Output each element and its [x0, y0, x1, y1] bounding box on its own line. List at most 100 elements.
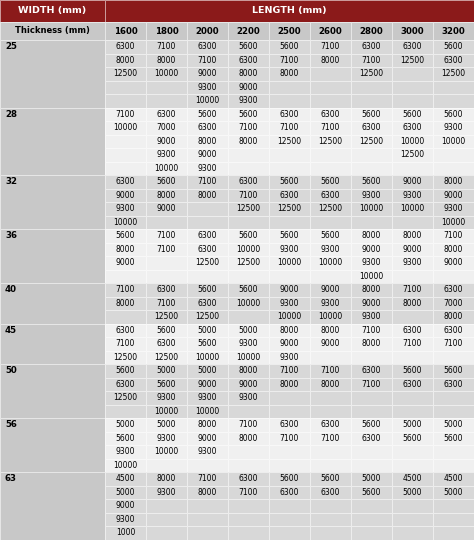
Bar: [105, 337, 146, 350]
Bar: [310, 22, 351, 40]
Text: 9000: 9000: [362, 299, 381, 308]
Bar: [146, 418, 187, 432]
Bar: [228, 418, 269, 432]
Bar: [105, 40, 146, 53]
Bar: [187, 270, 228, 283]
Bar: [146, 472, 187, 486]
Bar: [105, 404, 146, 418]
Bar: [433, 135, 474, 148]
Bar: [269, 350, 310, 364]
Bar: [105, 229, 146, 243]
Text: 5600: 5600: [403, 366, 422, 375]
Bar: [105, 337, 146, 350]
Text: 7100: 7100: [116, 110, 135, 119]
Bar: [433, 404, 474, 418]
Bar: [228, 472, 269, 486]
Bar: [105, 107, 146, 121]
Bar: [351, 270, 392, 283]
Bar: [146, 135, 187, 148]
Bar: [351, 445, 392, 459]
Bar: [187, 283, 228, 296]
Text: 3000: 3000: [401, 26, 424, 36]
Bar: [269, 40, 310, 53]
Text: 5000: 5000: [403, 420, 422, 429]
Bar: [392, 22, 433, 40]
Bar: [433, 391, 474, 404]
Bar: [392, 270, 433, 283]
Bar: [269, 243, 310, 256]
Bar: [392, 337, 433, 350]
Bar: [105, 243, 146, 256]
Bar: [269, 256, 310, 270]
Bar: [392, 67, 433, 80]
Bar: [351, 499, 392, 513]
Bar: [187, 404, 228, 418]
Bar: [146, 350, 187, 364]
Bar: [392, 486, 433, 499]
Bar: [269, 216, 310, 229]
Text: Thickness (mm): Thickness (mm): [15, 26, 90, 36]
Bar: [187, 216, 228, 229]
Text: 9000: 9000: [239, 82, 258, 92]
Bar: [433, 121, 474, 135]
Bar: [392, 310, 433, 323]
Bar: [269, 513, 310, 526]
Bar: [187, 310, 228, 323]
Bar: [187, 148, 228, 162]
Bar: [310, 148, 351, 162]
Text: 5600: 5600: [198, 339, 217, 348]
Bar: [392, 148, 433, 162]
Text: 7100: 7100: [321, 123, 340, 132]
Bar: [310, 526, 351, 540]
Text: 10000: 10000: [113, 461, 137, 470]
Bar: [433, 162, 474, 175]
Bar: [351, 135, 392, 148]
Bar: [392, 432, 433, 445]
Text: 56: 56: [5, 420, 17, 429]
Bar: [228, 243, 269, 256]
Bar: [310, 377, 351, 391]
Text: 8000: 8000: [116, 56, 135, 65]
Bar: [433, 418, 474, 432]
Bar: [269, 486, 310, 499]
Bar: [228, 229, 269, 243]
Bar: [269, 67, 310, 80]
Bar: [269, 256, 310, 270]
Bar: [228, 445, 269, 459]
Bar: [146, 256, 187, 270]
Text: 10000: 10000: [401, 204, 425, 213]
Bar: [187, 364, 228, 377]
Bar: [392, 526, 433, 540]
Bar: [351, 459, 392, 472]
Bar: [228, 377, 269, 391]
Text: 9300: 9300: [239, 339, 258, 348]
Bar: [146, 513, 187, 526]
Bar: [187, 283, 228, 296]
Text: 45: 45: [5, 326, 17, 335]
Bar: [187, 256, 228, 270]
Bar: [187, 148, 228, 162]
Bar: [269, 459, 310, 472]
Bar: [228, 499, 269, 513]
Bar: [187, 499, 228, 513]
Bar: [392, 513, 433, 526]
Bar: [392, 175, 433, 189]
Bar: [0, 364, 105, 418]
Bar: [433, 175, 474, 189]
Text: 8000: 8000: [444, 312, 463, 321]
Bar: [269, 189, 310, 202]
Bar: [146, 337, 187, 350]
Bar: [146, 513, 187, 526]
Bar: [105, 256, 146, 270]
Bar: [105, 472, 146, 486]
Text: 6300: 6300: [198, 123, 217, 132]
Bar: [392, 256, 433, 270]
Bar: [392, 80, 433, 94]
Bar: [187, 445, 228, 459]
Text: 12500: 12500: [401, 56, 425, 65]
Text: 10000: 10000: [155, 407, 179, 416]
Bar: [146, 391, 187, 404]
Bar: [146, 404, 187, 418]
Text: 9000: 9000: [198, 150, 217, 159]
Bar: [228, 175, 269, 189]
